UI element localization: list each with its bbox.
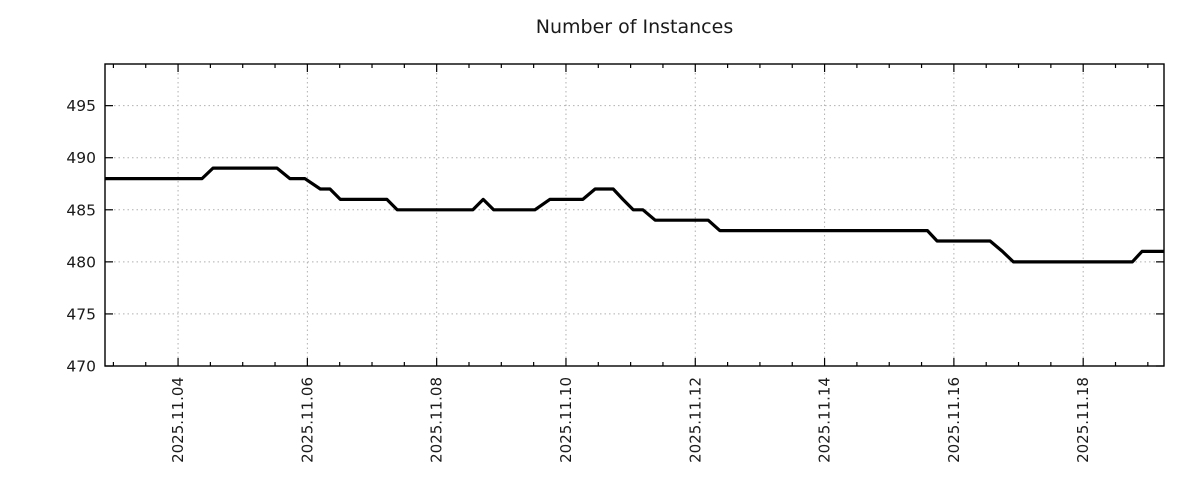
y-tick-label: 485 xyxy=(66,201,96,219)
y-tick-label: 490 xyxy=(66,149,96,167)
x-tick-label: 2025.11.18 xyxy=(1074,377,1092,463)
y-tick-label: 470 xyxy=(66,358,96,376)
x-tick-label: 2025.11.08 xyxy=(428,377,446,463)
x-tick-label: 2025.11.06 xyxy=(298,377,316,463)
chart-title: Number of Instances xyxy=(535,16,734,38)
y-tick-label: 495 xyxy=(66,97,96,115)
data-line xyxy=(105,166,1164,264)
x-tick-label: 2025.11.12 xyxy=(686,377,704,463)
plot-border xyxy=(104,63,1165,367)
x-tick-label: 2025.11.14 xyxy=(816,377,834,463)
x-tick-label: 2025.11.16 xyxy=(945,377,963,463)
x-tick-label: 2025.11.10 xyxy=(557,377,575,463)
y-tick-label: 480 xyxy=(66,253,96,271)
y-tick-label: 475 xyxy=(66,305,96,323)
x-tick-label: 2025.11.04 xyxy=(169,377,187,463)
